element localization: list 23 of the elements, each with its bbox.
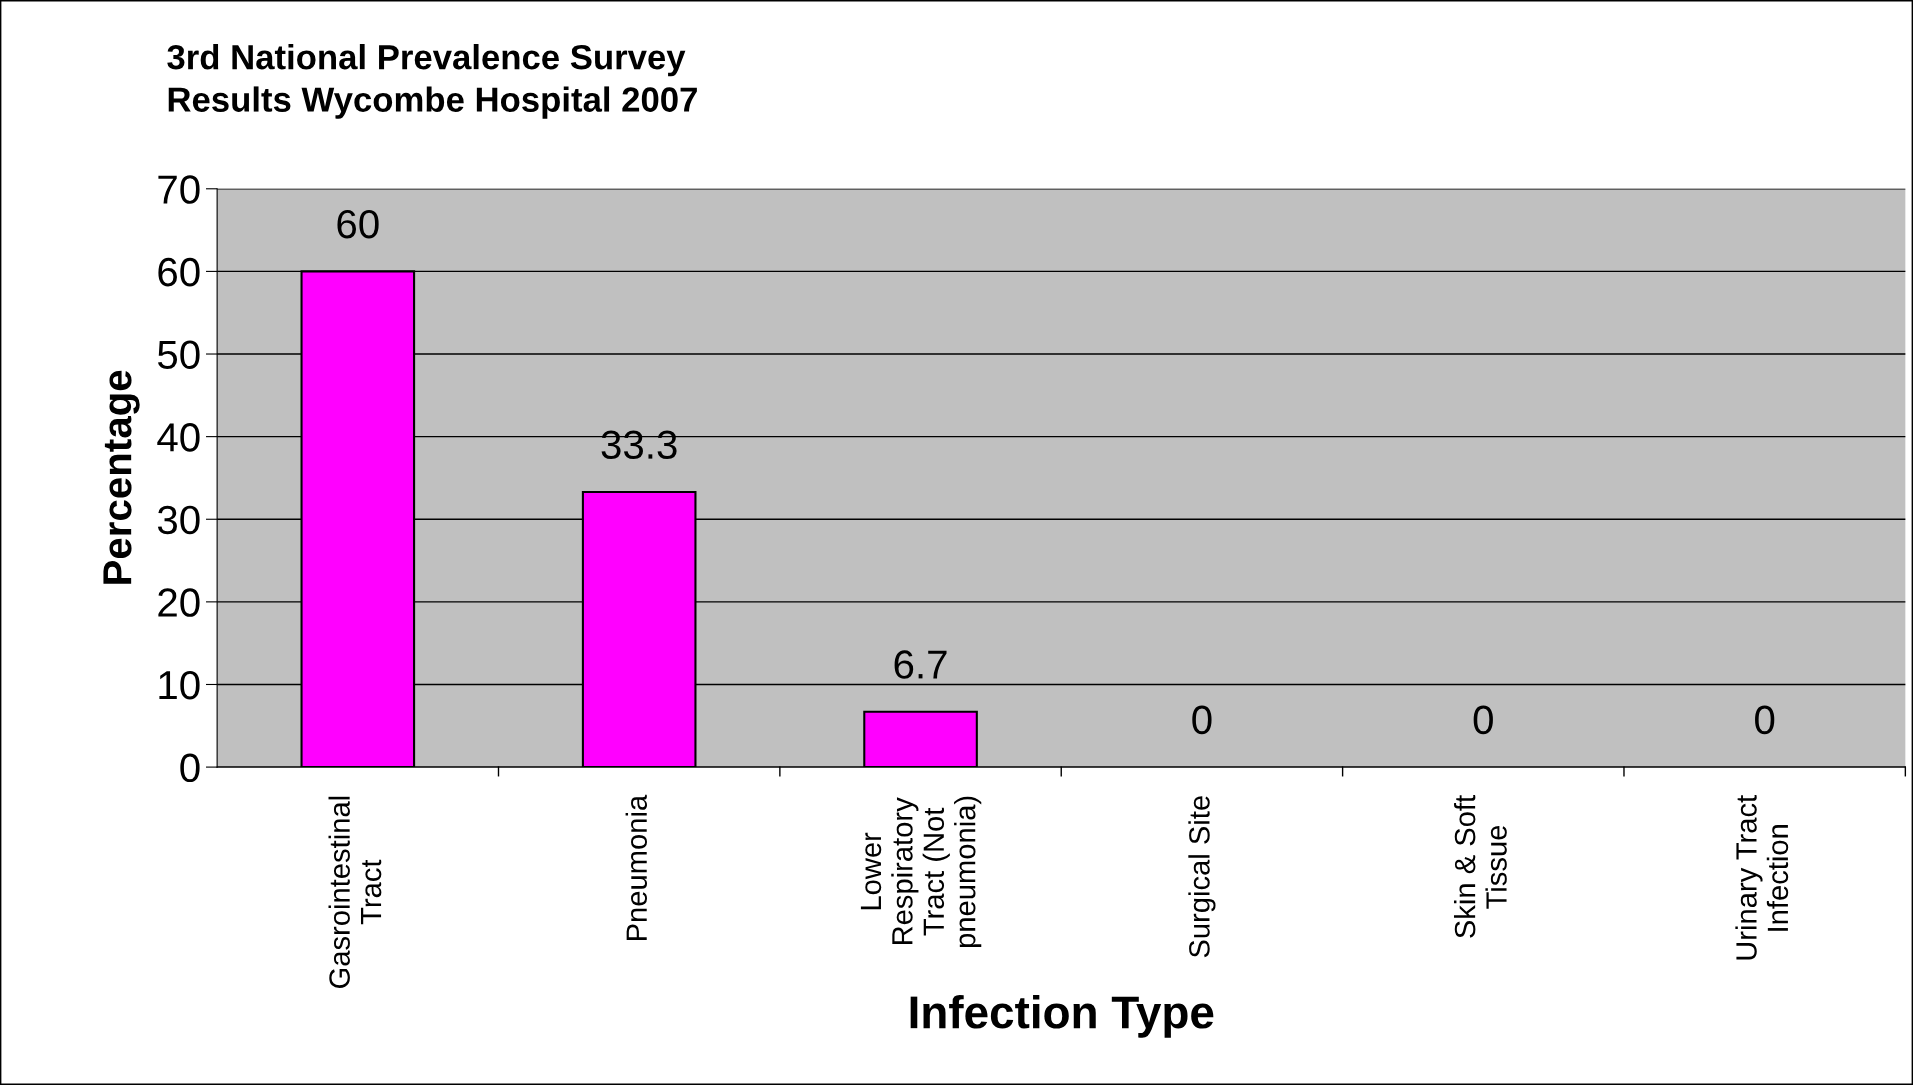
data-label: 0 (1473, 705, 1493, 735)
data-label: 0 (1755, 705, 1775, 735)
data-label: 6.7 (894, 650, 947, 679)
y-tick-label: 60 (158, 257, 200, 287)
x-tick-label: Surgical Site (1188, 796, 1216, 958)
x-tick-label: Skin & Soft Tissue (1453, 795, 1507, 938)
x-axis-title: Infection Type (910, 994, 1214, 1038)
y-tick-label: 10 (159, 670, 200, 700)
x-tick-label: Pneumonia (625, 794, 648, 941)
y-tick-label: 30 (157, 505, 200, 535)
y-tick-label: 50 (157, 340, 200, 370)
y-tick-label: 70 (158, 175, 200, 204)
y-tick-label: 0 (180, 753, 200, 783)
data-label: 33.3 (601, 430, 677, 460)
x-tick-label: Gasrointestinal Tract (328, 796, 382, 988)
x-tick-label: Lower Respiratory Tract (Not pneumonia) (860, 796, 982, 948)
y-tick-label: 20 (158, 588, 200, 617)
x-tick-label: Urinary Tract Infection (1735, 795, 1789, 960)
y-axis-title: Percentage (103, 370, 140, 584)
y-tick-label: 40 (157, 423, 200, 452)
data-label: 60 (337, 209, 379, 239)
data-label: 0 (1192, 705, 1212, 735)
chart-title: 3rd National Prevalence Survey Results Wycombe Hospital 2007 (167, 43, 697, 119)
